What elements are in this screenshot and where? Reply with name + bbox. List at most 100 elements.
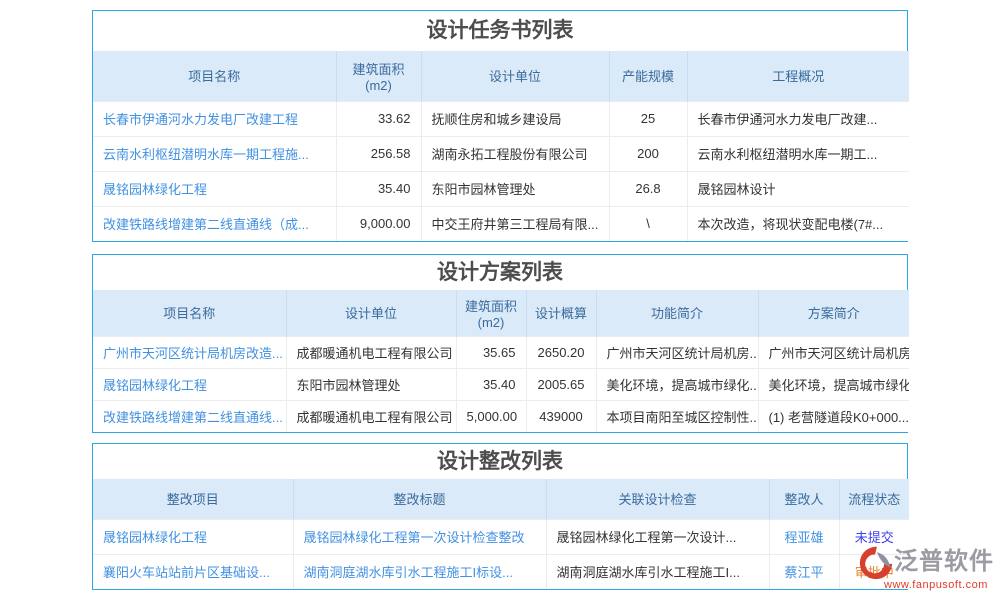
vendor-brand-text: 泛普软件	[894, 548, 994, 575]
table-cell: 云南水利枢纽潜明水库一期工...	[686, 135, 909, 171]
table-cell: 成都暖通机电工程有限公司	[285, 399, 456, 432]
table-cell: 美化环境，提高城市绿化...	[595, 367, 758, 400]
cell-link[interactable]: 长春市伊通河水力发电厂改建工程	[103, 112, 299, 127]
table-cell: 35.65	[455, 335, 526, 368]
column-header: 设计概算	[525, 290, 596, 336]
table-row: 改建铁路线增建第二线直通线（成... 9,000.00 中交王府井第三工程局有限..…	[93, 205, 909, 241]
table-cell: 25	[608, 100, 687, 136]
column-header: 产能规模	[608, 51, 687, 101]
design-rectification-list-panel: 设计整改列表 整改项目 整改标题 关联设计检查 整改人 流程状态 晟铭园林绿化工程 晟铭园林…	[92, 443, 909, 590]
cell-link[interactable]: 晟铭园林绿化工程	[103, 377, 208, 393]
cell-link[interactable]: 改建铁路线增建第二线直通线（成...	[103, 217, 309, 233]
column-header: 整改人	[768, 479, 839, 519]
table-cell: 蔡江平	[768, 553, 839, 589]
table-cell: 200	[608, 135, 687, 171]
column-header: 功能简介	[595, 290, 758, 336]
design-task-table: 项目名称 建筑面积 (m2) 设计单位 产能规模 工程概况 长春市伊通河水力发电厂改建工程…	[93, 51, 909, 241]
table-cell: 33.62	[335, 100, 421, 136]
table-cell: 晟铭园林绿化工程	[93, 518, 293, 554]
table-cell: 2650.20	[525, 335, 596, 368]
panel-title-design-rectification: 设计整改列表	[93, 444, 907, 479]
header-row: 项目名称 建筑面积 (m2) 设计单位 产能规模 工程概况	[93, 51, 909, 101]
column-header: 关联设计检查	[545, 479, 769, 519]
design-scheme-list-panel: 设计方案列表 项目名称 设计单位 建筑面积 (m2) 设计概算 功能简介 方案简介 广州市天…	[92, 254, 909, 433]
table-cell: 广州市天河区统计局机房改造...	[93, 335, 286, 368]
cell-link[interactable]: 蔡江平	[784, 565, 824, 581]
column-header: 工程概况	[686, 51, 909, 101]
table-cell: 广州市天河区统计局机房...	[757, 335, 909, 368]
header-row: 整改项目 整改标题 关联设计检查 整改人 流程状态	[93, 479, 909, 519]
table-cell: 长春市伊通河水力发电厂改建...	[686, 100, 909, 136]
table-cell: 东阳市园林管理处	[285, 367, 456, 400]
column-header: 整改标题	[292, 479, 546, 519]
header-row: 项目名称 设计单位 建筑面积 (m2) 设计概算 功能简介 方案简介	[93, 290, 909, 336]
table-cell: 晟铭园林绿化工程	[93, 367, 286, 400]
table-cell: 晟铭园林绿化工程	[93, 170, 336, 206]
design-task-list-panel: 设计任务书列表 项目名称 建筑面积 (m2) 设计单位 产能规模 工程概况 长春市伊通河水…	[92, 10, 909, 242]
table-cell: 2005.65	[525, 367, 596, 400]
cell-link[interactable]: 晟铭园林绿化工程第一次设计检查整改	[303, 530, 525, 545]
table-cell: 26.8	[608, 170, 687, 206]
cell-link[interactable]: 晟铭园林绿化工程	[103, 530, 208, 545]
table-cell: 35.40	[335, 170, 421, 206]
cell-link[interactable]: 云南水利枢纽潜明水库一期工程施...	[103, 147, 309, 162]
table-row: 长春市伊通河水力发电厂改建工程 33.62 抚顺住房和城乡建设局 25 长春市伊通河水力…	[93, 100, 909, 136]
table-cell: 云南水利枢纽潜明水库一期工程施...	[93, 135, 336, 171]
table-row: 云南水利枢纽潜明水库一期工程施... 256.58 湖南永拓工程股份有限公司 200 云…	[93, 135, 909, 171]
table-cell: 9,000.00	[335, 205, 421, 241]
table-row: 晟铭园林绿化工程 35.40 东阳市园林管理处 26.8 晟铭园林设计	[93, 170, 909, 206]
table-cell: 长春市伊通河水力发电厂改建工程	[93, 100, 336, 136]
column-header: 方案简介	[757, 290, 909, 336]
table-cell: 审批中	[838, 553, 909, 589]
column-header: 建筑面积 (m2)	[455, 290, 526, 336]
table-cell: 本项目南阳至城区控制性...	[595, 399, 758, 432]
table-cell: 中交王府井第三工程局有限...	[420, 205, 609, 241]
column-header: 项目名称	[93, 51, 336, 101]
cell-link[interactable]: 程亚雄	[784, 530, 824, 545]
table-cell: 东阳市园林管理处	[420, 170, 609, 206]
table-cell: 未提交	[838, 518, 909, 554]
table-cell: 256.58	[335, 135, 421, 171]
table-cell: 湖南洞庭湖水库引水工程施工I标设...	[292, 553, 546, 589]
table-row: 襄阳火车站站前片区基础设... 湖南洞庭湖水库引水工程施工I标设... 湖南洞庭湖水…	[93, 553, 909, 589]
column-header: 建筑面积 (m2)	[335, 51, 421, 101]
table-cell: 晟铭园林设计	[686, 170, 909, 206]
status-badge: 未提交	[854, 530, 894, 545]
table-cell: 5,000.00	[455, 399, 526, 432]
table-cell: 439000	[525, 399, 596, 432]
table-cell: \	[608, 205, 687, 241]
table-row: 改建铁路线增建第二线直通线... 成都暖通机电工程有限公司 5,000.00 4390…	[93, 399, 909, 432]
panel-title-design-task: 设计任务书列表	[93, 11, 907, 51]
cell-link[interactable]: 广州市天河区统计局机房改造...	[103, 345, 283, 361]
table-cell: 广州市天河区统计局机房...	[595, 335, 758, 368]
design-scheme-table: 项目名称 设计单位 建筑面积 (m2) 设计概算 功能简介 方案简介 广州市天河区统计局机房…	[93, 290, 909, 432]
table-cell: 改建铁路线增建第二线直通线（成...	[93, 205, 336, 241]
table-cell: 晟铭园林绿化工程第一次设计检查整改	[292, 518, 546, 554]
table-cell: 湖南永拓工程股份有限公司	[420, 135, 609, 171]
column-header: 整改项目	[93, 479, 293, 519]
table-row: 广州市天河区统计局机房改造... 成都暖通机电工程有限公司 35.65 2650.20…	[93, 335, 909, 368]
table-cell: 35.40	[455, 367, 526, 400]
column-header: 设计单位	[285, 290, 456, 336]
table-cell: 抚顺住房和城乡建设局	[420, 100, 609, 136]
table-cell: 晟铭园林绿化工程第一次设计...	[545, 518, 769, 554]
design-rectification-table: 整改项目 整改标题 关联设计检查 整改人 流程状态晟铭园林绿化工程 晟铭园林绿化工程第一次…	[93, 479, 909, 589]
cell-link[interactable]: 襄阳火车站站前片区基础设...	[103, 565, 270, 581]
cell-link[interactable]: 改建铁路线增建第二线直通线...	[103, 409, 283, 425]
table-cell: 湖南洞庭湖水库引水工程施工I...	[545, 553, 769, 589]
column-header: 设计单位	[420, 51, 609, 101]
column-header: 流程状态	[838, 479, 909, 519]
cell-link[interactable]: 湖南洞庭湖水库引水工程施工I标设...	[303, 565, 513, 581]
table-cell: 成都暖通机电工程有限公司	[285, 335, 456, 368]
status-badge: 审批中	[854, 565, 894, 581]
table-row: 晟铭园林绿化工程 东阳市园林管理处 35.40 2005.65 美化环境，提高城市绿化.…	[93, 367, 909, 400]
panel-title-design-scheme: 设计方案列表	[93, 255, 907, 290]
table-cell: 襄阳火车站站前片区基础设...	[93, 553, 293, 589]
table-cell: 改建铁路线增建第二线直通线...	[93, 399, 286, 432]
table-cell: 本次改造，将现状变配电楼(7#...	[686, 205, 909, 241]
table-row: 晟铭园林绿化工程 晟铭园林绿化工程第一次设计检查整改 晟铭园林绿化工程第一次设计..…	[93, 518, 909, 554]
cell-link[interactable]: 晟铭园林绿化工程	[103, 182, 208, 197]
table-cell: (1) 老营隧道段K0+000...	[757, 399, 909, 432]
table-cell: 程亚雄	[768, 518, 839, 554]
table-cell: 美化环境，提高城市绿化...	[757, 367, 909, 400]
